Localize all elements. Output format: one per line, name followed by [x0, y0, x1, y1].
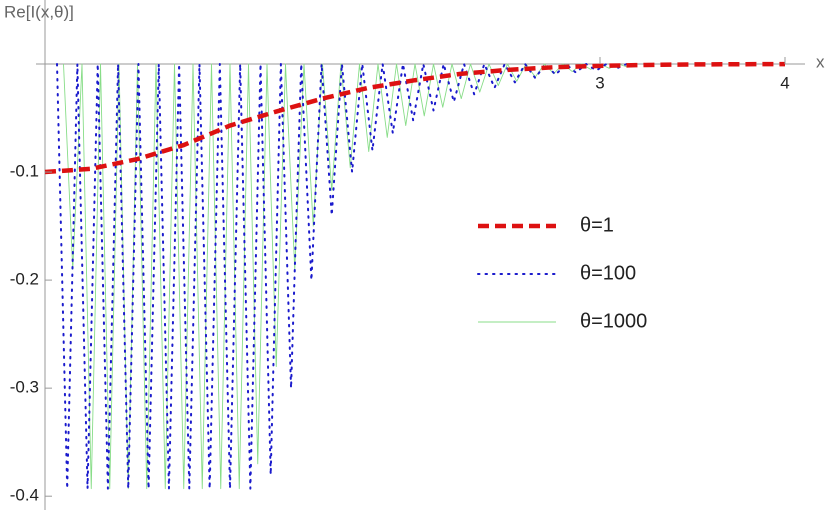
- plot-area: [44, 61, 786, 490]
- y-tick-label: -0.3: [10, 378, 39, 397]
- x-tick-label: 4: [780, 73, 789, 92]
- y-tick-label: -0.4: [10, 486, 39, 505]
- y-tick-label: -0.1: [10, 162, 39, 181]
- series-line: [63, 63, 638, 490]
- legend-label: θ=1: [580, 214, 614, 236]
- legend-label: θ=100: [580, 262, 636, 284]
- legend-label: θ=1000: [580, 310, 647, 332]
- series-line: [44, 61, 786, 175]
- x-tick-label: 3: [595, 73, 604, 92]
- y-tick-label: -0.2: [10, 270, 39, 289]
- y-axis-title: Re[I(x,θ)]: [4, 2, 74, 21]
- x-axis-title: x: [816, 52, 825, 71]
